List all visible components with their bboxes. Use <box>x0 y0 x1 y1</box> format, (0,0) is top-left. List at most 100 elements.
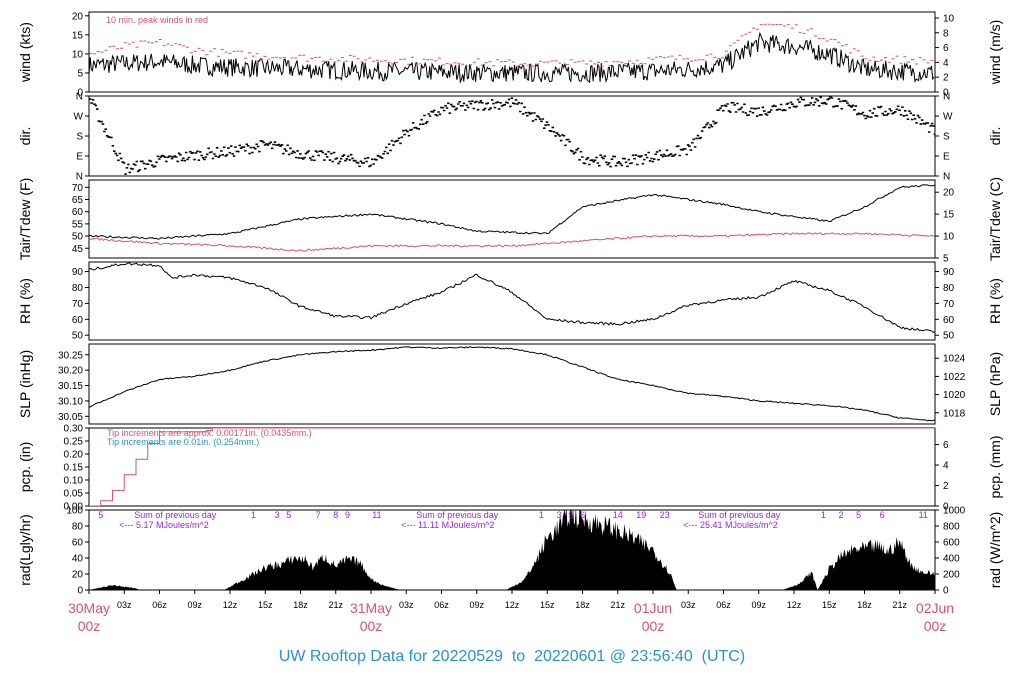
x-hour-label: 15z <box>540 600 555 610</box>
left-tick-label: 5 <box>77 68 83 79</box>
left-tick-label: 30.05 <box>58 412 83 423</box>
x-hour-label: 09z <box>751 600 766 610</box>
x-hour-label: 18z <box>857 600 872 610</box>
x-hour-label: 03z <box>681 600 696 610</box>
ylabel-left: dir. <box>17 127 33 146</box>
panel-data <box>89 96 935 175</box>
left-tick-label: 20 <box>72 570 84 581</box>
left-tick-label: E <box>76 152 83 163</box>
footer-at: @ <box>609 648 626 665</box>
right-tick-label: 1000 <box>943 506 966 517</box>
hour-label: 5 <box>286 510 291 520</box>
x-hour-label: 21z <box>328 600 343 610</box>
left-tick-label: 0.15 <box>64 463 84 474</box>
left-tick-label: 0.10 <box>64 476 84 487</box>
series-rh <box>89 262 935 333</box>
right-tick-label: 800 <box>943 522 960 533</box>
left-tick-label: 100 <box>66 506 83 517</box>
ylabel-left: wind (kts) <box>17 22 33 83</box>
right-tick-label: 1022 <box>943 372 966 383</box>
left-tick-label: 15 <box>72 30 84 41</box>
x-hour-label: 12z <box>787 600 802 610</box>
panel-7: 02040608010002004006008001000rad(Lgly/hr… <box>17 506 1003 635</box>
panel-data <box>89 23 935 84</box>
footer-to: to <box>511 648 526 665</box>
series-precip <box>89 428 935 506</box>
daily-sum-value: <--- 11.11 MJoules/m^2 <box>401 520 494 530</box>
panel-data <box>89 346 935 422</box>
right-tick-label: 0 <box>943 88 949 99</box>
hour-label: 2 <box>838 510 843 520</box>
tip-note-approx: Tip increments are approx. 0.00171in. (0… <box>107 428 312 438</box>
left-tick-label: 70 <box>72 183 84 194</box>
left-tick-label: N <box>76 172 83 183</box>
left-tick-label: 60 <box>72 538 84 549</box>
right-tick-label: 15 <box>943 210 955 221</box>
right-tick-label: 20 <box>943 188 955 199</box>
left-tick-label: 90 <box>72 267 84 278</box>
footer-tz: (UTC) <box>701 648 746 665</box>
left-tick-label: 80 <box>72 283 84 294</box>
series-peak-winds <box>89 23 935 68</box>
left-tick-label: 0 <box>77 88 83 99</box>
series-radiation <box>89 510 935 590</box>
left-tick-label: 50 <box>72 331 84 342</box>
daily-sum-value: <--- 25.41 MJoules/m^2 <box>683 520 778 530</box>
ylabel-left: Tair/Tdew (F) <box>17 178 33 260</box>
x-hour-label: 03z <box>399 600 414 610</box>
left-tick-label: 45 <box>72 244 84 255</box>
hour-label: 5 <box>568 510 573 520</box>
ylabel-right: pcp. (mm) <box>987 436 1003 499</box>
right-tick-label: 5 <box>943 254 949 265</box>
x-hour-label: 12z <box>223 600 238 610</box>
panel-data <box>89 428 935 506</box>
right-tick-label: 6 <box>943 43 949 54</box>
left-tick-label: S <box>76 132 83 143</box>
panel-frame <box>88 11 936 93</box>
left-tick-label: 80 <box>72 522 84 533</box>
panel-data <box>89 184 935 252</box>
x-hour-label: 15z <box>822 600 837 610</box>
panel-frame <box>88 179 936 259</box>
right-tick-label: 4 <box>943 461 949 472</box>
left-tick-label: 70 <box>72 299 84 310</box>
x-day-label: 30May <box>68 600 110 616</box>
right-tick-label: 80 <box>943 283 955 294</box>
hour-label: 1 <box>821 510 826 520</box>
footer-start-date: 20220529 <box>431 648 503 665</box>
ylabel-left: pcp. (in) <box>17 442 33 493</box>
right-tick-label: E <box>943 152 950 163</box>
left-tick-label: 60 <box>72 207 84 218</box>
ylabel-left: rad(Lgly/hr) <box>17 514 33 586</box>
x-hour-label: 06z <box>434 600 449 610</box>
x-hour-label: 09z <box>187 600 202 610</box>
right-tick-label: 10 <box>943 232 955 243</box>
x-day-sub-label: 00z <box>924 618 947 634</box>
x-hour-label: 18z <box>575 600 590 610</box>
right-tick-label: 1020 <box>943 390 966 401</box>
x-hour-label: 15z <box>258 600 273 610</box>
series-tair <box>89 184 935 240</box>
right-tick-label: 50 <box>943 331 955 342</box>
series-direction <box>89 96 935 175</box>
left-tick-label: 55 <box>72 219 84 230</box>
daily-sum-label: Sum of previous day <box>698 510 781 520</box>
left-tick-label: 60 <box>72 315 84 326</box>
x-hour-label: 06z <box>716 600 731 610</box>
left-tick-label: 0.05 <box>64 489 84 500</box>
x-day-sub-label: 00z <box>360 618 383 634</box>
left-tick-label: 0 <box>77 586 83 597</box>
hour-label: 9 <box>345 510 350 520</box>
panel-frame <box>88 261 936 341</box>
left-tick-label: W <box>74 112 84 123</box>
hour-label: 3 <box>556 510 561 520</box>
tip-note-exact: Tip increments are 0.01in. (0.254mm.) <box>107 437 259 447</box>
right-tick-label: 600 <box>943 538 960 549</box>
panel-4: 50 60 70 80 90 50 60 70 80 90 RH (%) RH (%) <box>17 261 1003 342</box>
hour-label: 3 <box>274 510 279 520</box>
right-tick-label: 0 <box>943 502 949 513</box>
hour-label: 23 <box>660 510 670 520</box>
ylabel-right: dir. <box>987 127 1003 146</box>
